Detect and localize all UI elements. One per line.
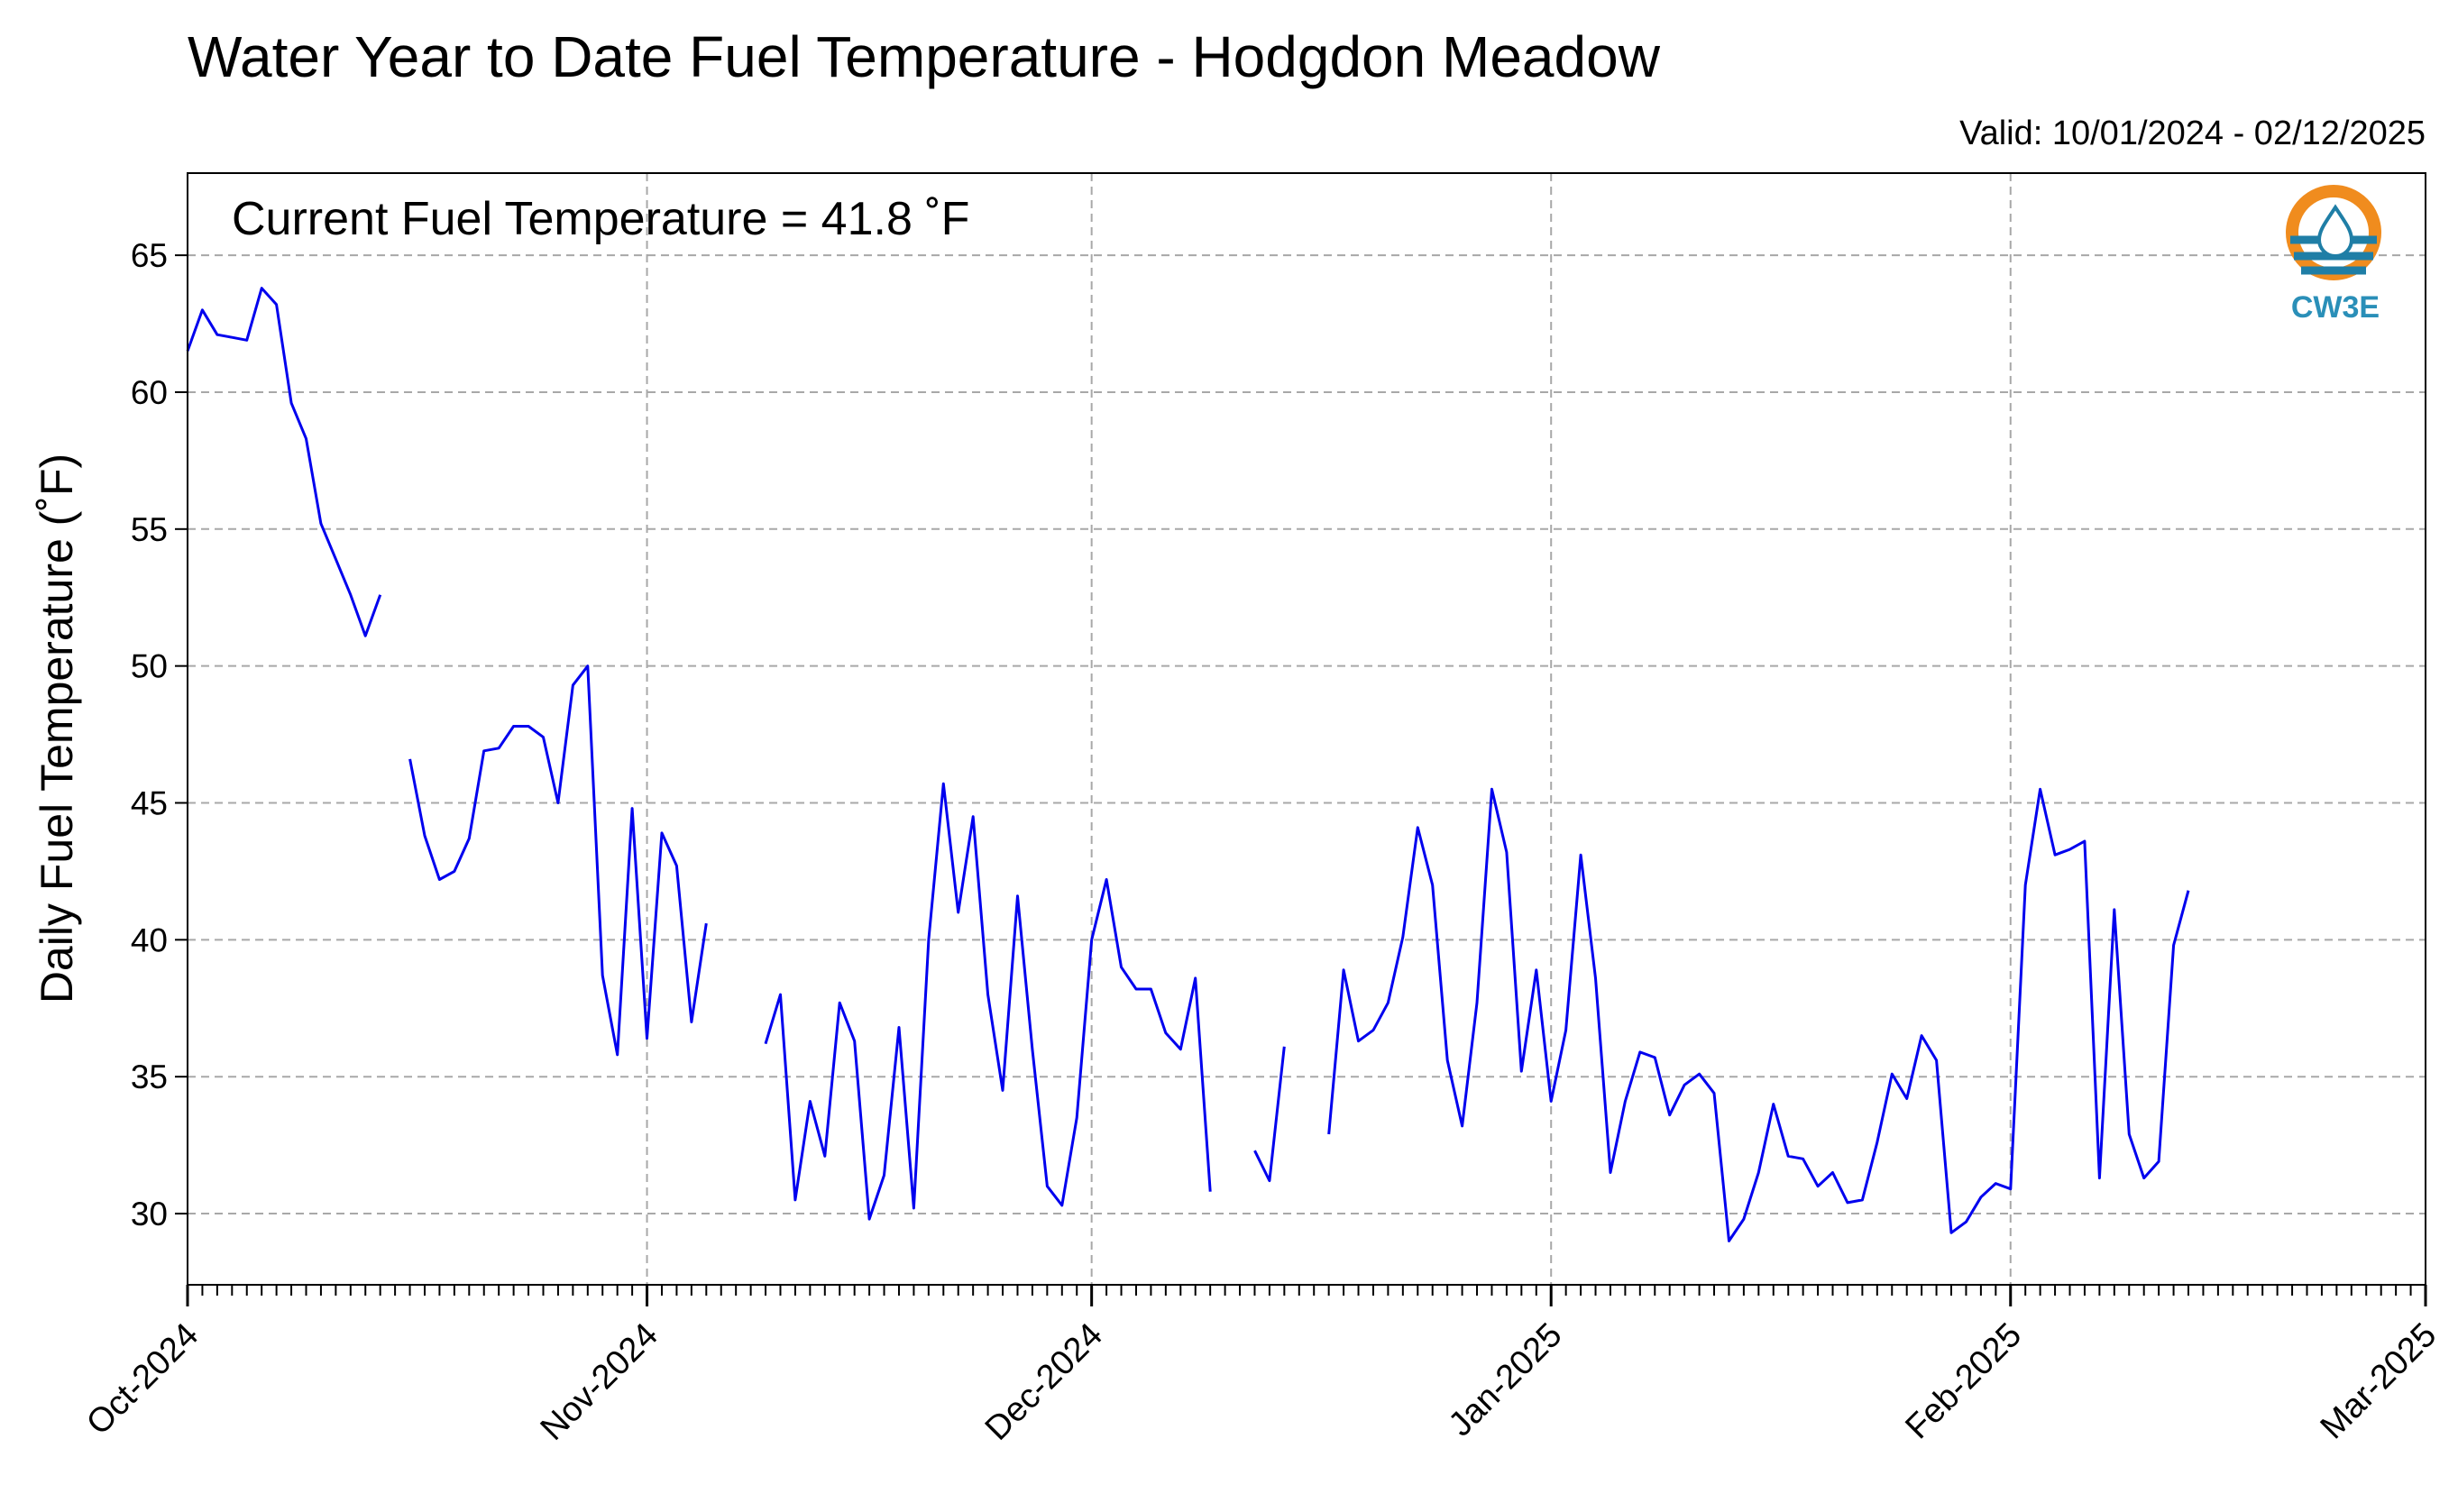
y-tick-label: 55 (131, 511, 168, 548)
x-tick-label: Mar-2025 (2314, 1316, 2444, 1447)
x-tick-label: Oct-2024 (79, 1316, 206, 1443)
y-tick-label: 45 (131, 784, 168, 821)
x-tick-label: Feb-2025 (1898, 1316, 2029, 1447)
grid-layer (188, 173, 2426, 1285)
series-layer (186, 287, 2190, 1242)
x-axis: Oct-2024 Nov-2024 Dec-2024 Jan-2025 Feb-2025… (79, 1285, 2444, 1448)
series-line (186, 287, 2190, 1242)
logo-drop-icon (2316, 204, 2354, 258)
y-axis-label: Daily Fuel Temperature (˚F) (32, 454, 82, 1003)
x-tick-label: Nov-2024 (534, 1316, 665, 1448)
y-tick-label: 35 (131, 1058, 168, 1095)
x-tick-label: Dec-2024 (978, 1316, 1110, 1448)
valid-date-range: Valid: 10/01/2024 - 02/12/2025 (1959, 115, 2426, 152)
y-tick-label: 40 (131, 921, 168, 958)
x-tick-label: Jan-2025 (1442, 1316, 1570, 1444)
logo-text: CW3E (2291, 290, 2380, 325)
y-axis: 30 35 40 45 50 55 60 65 (131, 237, 188, 1233)
y-tick-label: 30 (131, 1196, 168, 1233)
current-fuel-temperature: Current Fuel Temperature = 41.8 ˚F (232, 193, 969, 245)
plot-frame (187, 172, 2426, 1286)
y-tick-label: 65 (131, 237, 168, 274)
y-tick-label: 60 (131, 374, 168, 411)
cw3e-logo: CW3E (2286, 185, 2381, 325)
chart-title: Water Year to Date Fuel Temperature - Ho… (188, 24, 1661, 89)
minor-ticks (187, 1285, 2426, 1296)
y-tick-label: 50 (131, 648, 168, 685)
